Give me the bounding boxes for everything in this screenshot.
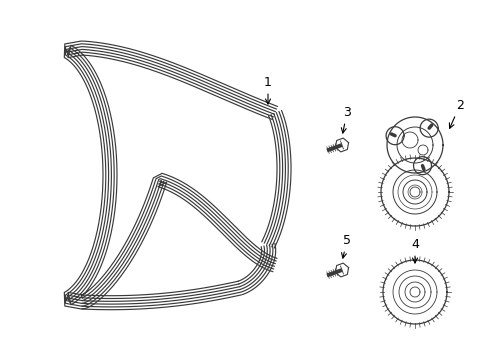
Text: 5: 5	[342, 234, 351, 258]
Text: 4: 4	[411, 238, 419, 263]
Text: 2: 2	[449, 99, 464, 128]
Text: 1: 1	[264, 76, 272, 104]
Text: 3: 3	[342, 105, 351, 133]
